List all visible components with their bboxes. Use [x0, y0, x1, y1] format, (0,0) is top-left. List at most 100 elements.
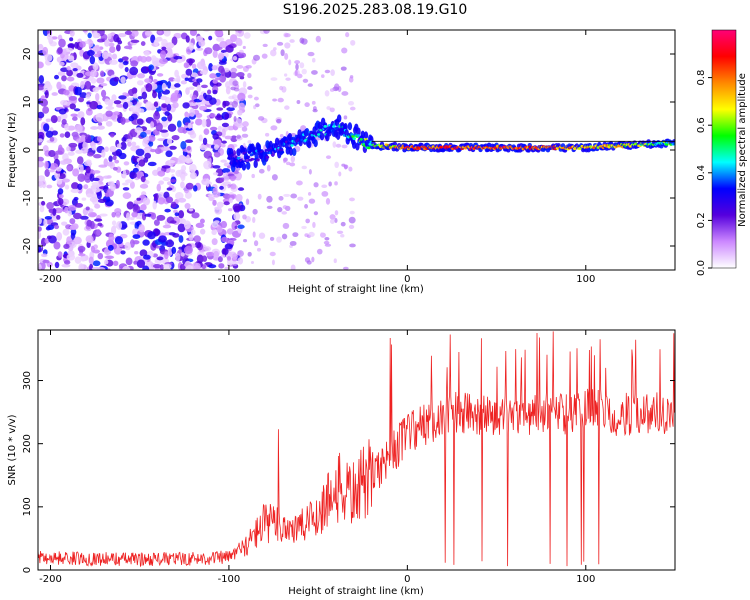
spectrogram-cell [92, 32, 101, 38]
spectrogram-cell [66, 165, 72, 171]
spectrogram-cell [264, 132, 270, 137]
spectrogram-cell [236, 71, 245, 78]
spectrogram-cell [340, 66, 347, 71]
spectrogram-cell [80, 80, 85, 89]
spectrogram-cell [332, 125, 336, 128]
spectrogram-cell [277, 97, 284, 103]
spectrogram-cell [76, 72, 84, 78]
spectrogram-x-axis: -200 -100 0 100 [39, 30, 595, 285]
spectrogram-cell [219, 185, 224, 190]
spectrogram-cell [158, 180, 165, 185]
spectrogram-cell [312, 109, 318, 113]
spectrogram-cell [349, 106, 356, 111]
spectrogram-cell [334, 217, 338, 223]
spectrogram-cell [213, 220, 220, 224]
spectrogram-cell [164, 111, 170, 116]
spectrogram-cell [43, 123, 50, 132]
spectrogram-cell [356, 127, 361, 136]
spectrogram-cell [91, 181, 100, 186]
spectrogram-cell [313, 182, 319, 188]
spectrogram-cell [132, 167, 139, 173]
spectrogram-cell [96, 38, 105, 43]
spectrogram-cell [289, 39, 295, 43]
spectrogram-cell [253, 96, 259, 101]
spectrogram-cell [211, 238, 218, 246]
spectrogram-cell [141, 91, 148, 100]
spectrogram-cell [290, 144, 294, 147]
spectrogram-cell [163, 263, 172, 270]
spectrogram-cell [89, 196, 98, 203]
spectrogram-cell [96, 50, 102, 55]
spectrogram-cell [72, 212, 82, 220]
spectrogram-cell [98, 164, 108, 168]
spectrogram-cell [88, 256, 94, 265]
spectrogram-cell [72, 68, 78, 72]
snr-series-line [38, 331, 675, 568]
spectrogram-cell [242, 45, 246, 50]
spectrogram-cell [130, 39, 140, 43]
spectrogram-cell [38, 160, 45, 168]
spectrogram-cell [307, 140, 312, 149]
spectrogram-cell [70, 188, 80, 194]
spectrogram-cell [44, 90, 49, 99]
spectrogram-cell [38, 61, 44, 69]
spectrogram-cell [245, 161, 251, 170]
spectrogram-cell [211, 229, 217, 236]
spectrogram-cell [221, 128, 226, 138]
spectrogram-cell [313, 139, 318, 148]
spectrogram-cell [125, 257, 133, 266]
spectrogram-cell [120, 250, 126, 255]
spectrogram-cell [111, 211, 116, 218]
spectrogram-cell [144, 213, 153, 217]
spectrogram-cell [101, 149, 106, 158]
spectrogram-cell [285, 161, 291, 166]
spectrogram-cell [45, 226, 51, 231]
spectrogram-cell [266, 195, 273, 203]
spectrogram-cell [270, 49, 277, 57]
spectrogram-cell [321, 191, 329, 197]
spectrogram-cell [58, 61, 65, 66]
spectrogram-cell [136, 197, 141, 201]
spectrogram-cell [188, 86, 195, 90]
spectrogram-cell [49, 136, 55, 142]
spectrogram-cell [349, 243, 356, 248]
spectrogram-cell [165, 239, 175, 248]
spectrogram-cell [187, 122, 192, 129]
spectrogram-cell [87, 107, 92, 112]
spectrogram-cell [308, 231, 315, 237]
spectrogram-cell [325, 155, 332, 159]
spectrogram-cell [237, 224, 245, 229]
spectrogram-cell [146, 107, 152, 111]
spectrogram-cell [153, 264, 162, 269]
spectrogram-cell [161, 103, 168, 108]
y-tick-label: 200 [22, 434, 33, 453]
spectrogram-cell [301, 68, 307, 75]
spectrogram-cell [67, 151, 75, 156]
spectrogram-cell [342, 266, 349, 270]
spectrogram-cell [157, 197, 166, 205]
spectrogram-cell [228, 197, 233, 204]
spectrogram-cell [140, 131, 147, 138]
spectrogram-cell [126, 201, 134, 210]
spectrogram-cell [132, 204, 141, 214]
spectrogram-cell [116, 104, 125, 108]
spectrogram-cell [279, 148, 284, 152]
y-tick-label: -20 [22, 238, 33, 254]
spectrogram-cell [44, 237, 50, 244]
spectrogram-marks [38, 30, 675, 270]
spectrogram-cell [184, 203, 191, 209]
spectrogram-cell [86, 193, 93, 198]
snr-x-axis: -200 -100 0 100 [39, 330, 595, 585]
spectrogram-cell [142, 197, 151, 206]
spectrogram-cell [208, 35, 213, 41]
spectrogram-cell [329, 214, 336, 220]
spectrogram-cell [97, 252, 104, 260]
spectrogram-cell [66, 69, 74, 77]
spectrogram-cell [264, 148, 269, 152]
spectrogram-cell [123, 161, 130, 166]
spectrogram-cell [257, 193, 262, 200]
spectrogram-cell [285, 77, 291, 81]
spectrogram-cell [247, 251, 252, 257]
spectrogram-cell [241, 133, 249, 138]
